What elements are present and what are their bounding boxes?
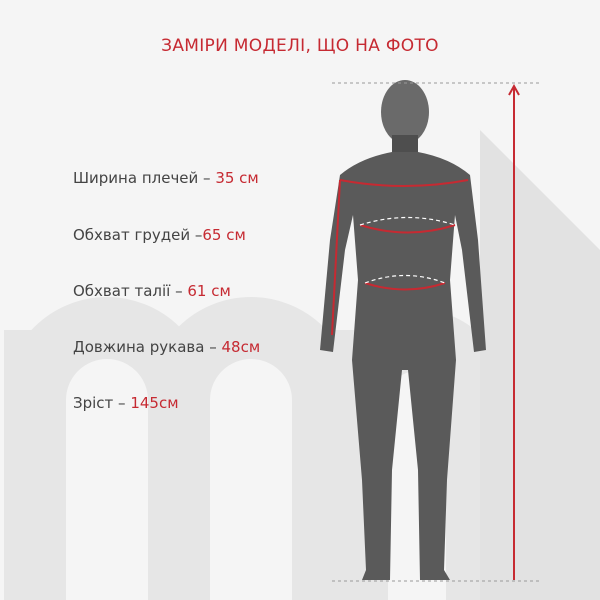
measurement-label: Зріст – (73, 394, 131, 412)
model-silhouette (320, 80, 486, 580)
measurement-label: Довжина рукава – (73, 338, 222, 356)
measurement-value: 65 см (202, 226, 246, 244)
shoulder-line (339, 179, 469, 187)
waist-line (364, 282, 446, 291)
measurement-label: Обхват грудей – (73, 226, 203, 244)
measurement-label: Ширина плечей – (73, 169, 216, 187)
page-title: ЗАМІРИ МОДЕЛІ, ЩО НА ФОТО (161, 36, 439, 56)
chest-line-back (359, 216, 456, 226)
sleeve-line (331, 179, 341, 336)
chest-line (359, 224, 456, 234)
measurement-label: Обхват талії – (73, 282, 188, 300)
measurement-height: Зріст – 145см (73, 394, 179, 412)
measurement-shoulder-width: Ширина плечей – 35 см (73, 169, 259, 187)
measurement-waist: Обхват талії – 61 см (73, 282, 231, 300)
measurement-lines (331, 83, 520, 580)
height-guides (332, 82, 540, 582)
measurement-value: 35 см (215, 169, 259, 187)
measurement-sleeve: Довжина рукава – 48см (73, 338, 260, 356)
measurement-chest: Обхват грудей –65 см (73, 226, 246, 244)
measurement-value: 61 см (187, 282, 231, 300)
figure-shadow (440, 90, 600, 600)
measurement-value: 48см (221, 338, 261, 356)
height-arrow-head (508, 83, 520, 96)
measurement-value: 145см (130, 394, 179, 412)
waist-line-back (364, 274, 446, 284)
